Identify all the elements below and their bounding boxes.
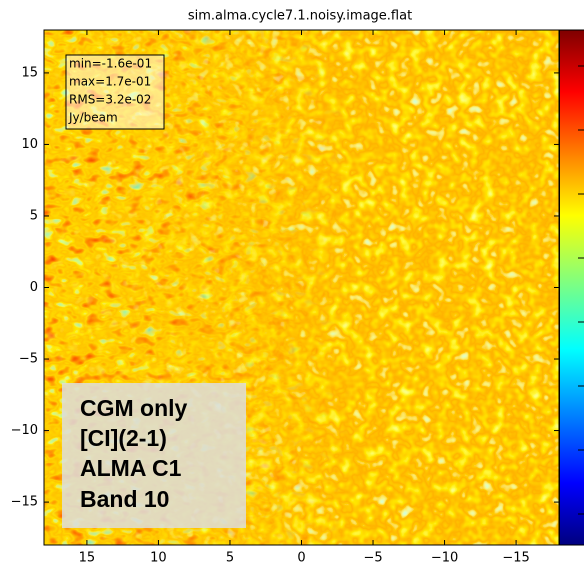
colorbar	[559, 29, 584, 546]
y-tick-label: 15	[21, 65, 38, 80]
x-tick-label: 15	[79, 551, 96, 563]
stat-rms: RMS=3.2e-02	[69, 93, 151, 107]
stat-min: min=-1.6e-01	[69, 57, 152, 71]
x-tick-label: −10	[431, 551, 458, 563]
x-tick-label: −15	[502, 551, 529, 563]
colorbar-ticks	[578, 65, 584, 515]
x-tick-label: 5	[226, 551, 234, 563]
x-tick-label: 10	[150, 551, 167, 563]
annotation-line: Band 10	[80, 486, 169, 512]
annotation-line: [CI](2-1)	[80, 425, 167, 451]
annotation-line: CGM only	[80, 395, 188, 421]
chart-title: sim.alma.cycle7.1.noisy.image.flat	[188, 9, 412, 24]
y-tick-label: −5	[19, 352, 38, 367]
stat-max: max=1.7e-01	[69, 75, 151, 89]
y-tick-label: −15	[11, 495, 38, 510]
x-tick-label: 0	[297, 551, 305, 563]
y-tick-label: 10	[21, 137, 38, 152]
y-tick-label: 5	[30, 208, 38, 223]
y-tick-label: −10	[11, 423, 38, 438]
stat-unit: Jy/beam	[68, 111, 118, 125]
stats-box: min=-1.6e-01 max=1.7e-01 RMS=3.2e-02 Jy/…	[65, 54, 165, 130]
annotation-line: ALMA C1	[80, 455, 182, 481]
annotation-box: CGM only [CI](2-1) ALMA C1 Band 10	[62, 383, 246, 528]
x-tick-label: −5	[363, 551, 382, 563]
annotation-frame	[62, 383, 246, 528]
stats-frame	[65, 54, 165, 130]
y-tick-label: 0	[30, 280, 38, 295]
